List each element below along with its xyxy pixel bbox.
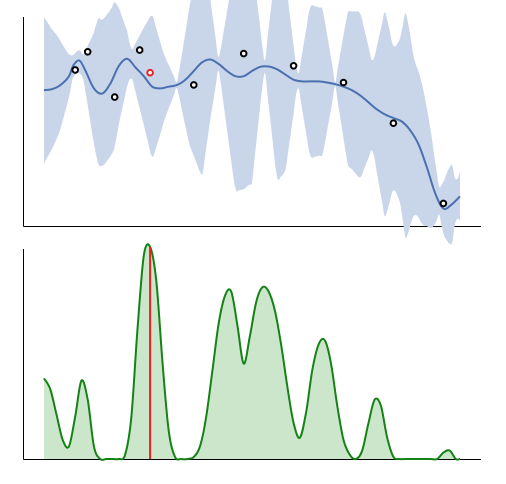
highlighted-observation-point — [146, 68, 154, 77]
observation-point — [389, 119, 398, 127]
observation-point — [83, 48, 92, 56]
observation-point — [239, 49, 248, 58]
observation-point — [439, 199, 448, 208]
observation-point — [190, 81, 198, 89]
confidence-band — [44, 0, 460, 245]
observation-point — [71, 66, 79, 74]
mean-line — [43, 57, 461, 211]
observation-point — [135, 46, 144, 54]
acquisition-area — [44, 244, 460, 460]
acquisition-line — [43, 243, 461, 461]
acquisition-panel — [23, 243, 481, 461]
observation-point — [110, 93, 119, 101]
observation-point — [339, 78, 348, 87]
observation-point — [289, 62, 298, 70]
gp-panel — [23, 0, 481, 245]
observation-points — [71, 46, 448, 208]
